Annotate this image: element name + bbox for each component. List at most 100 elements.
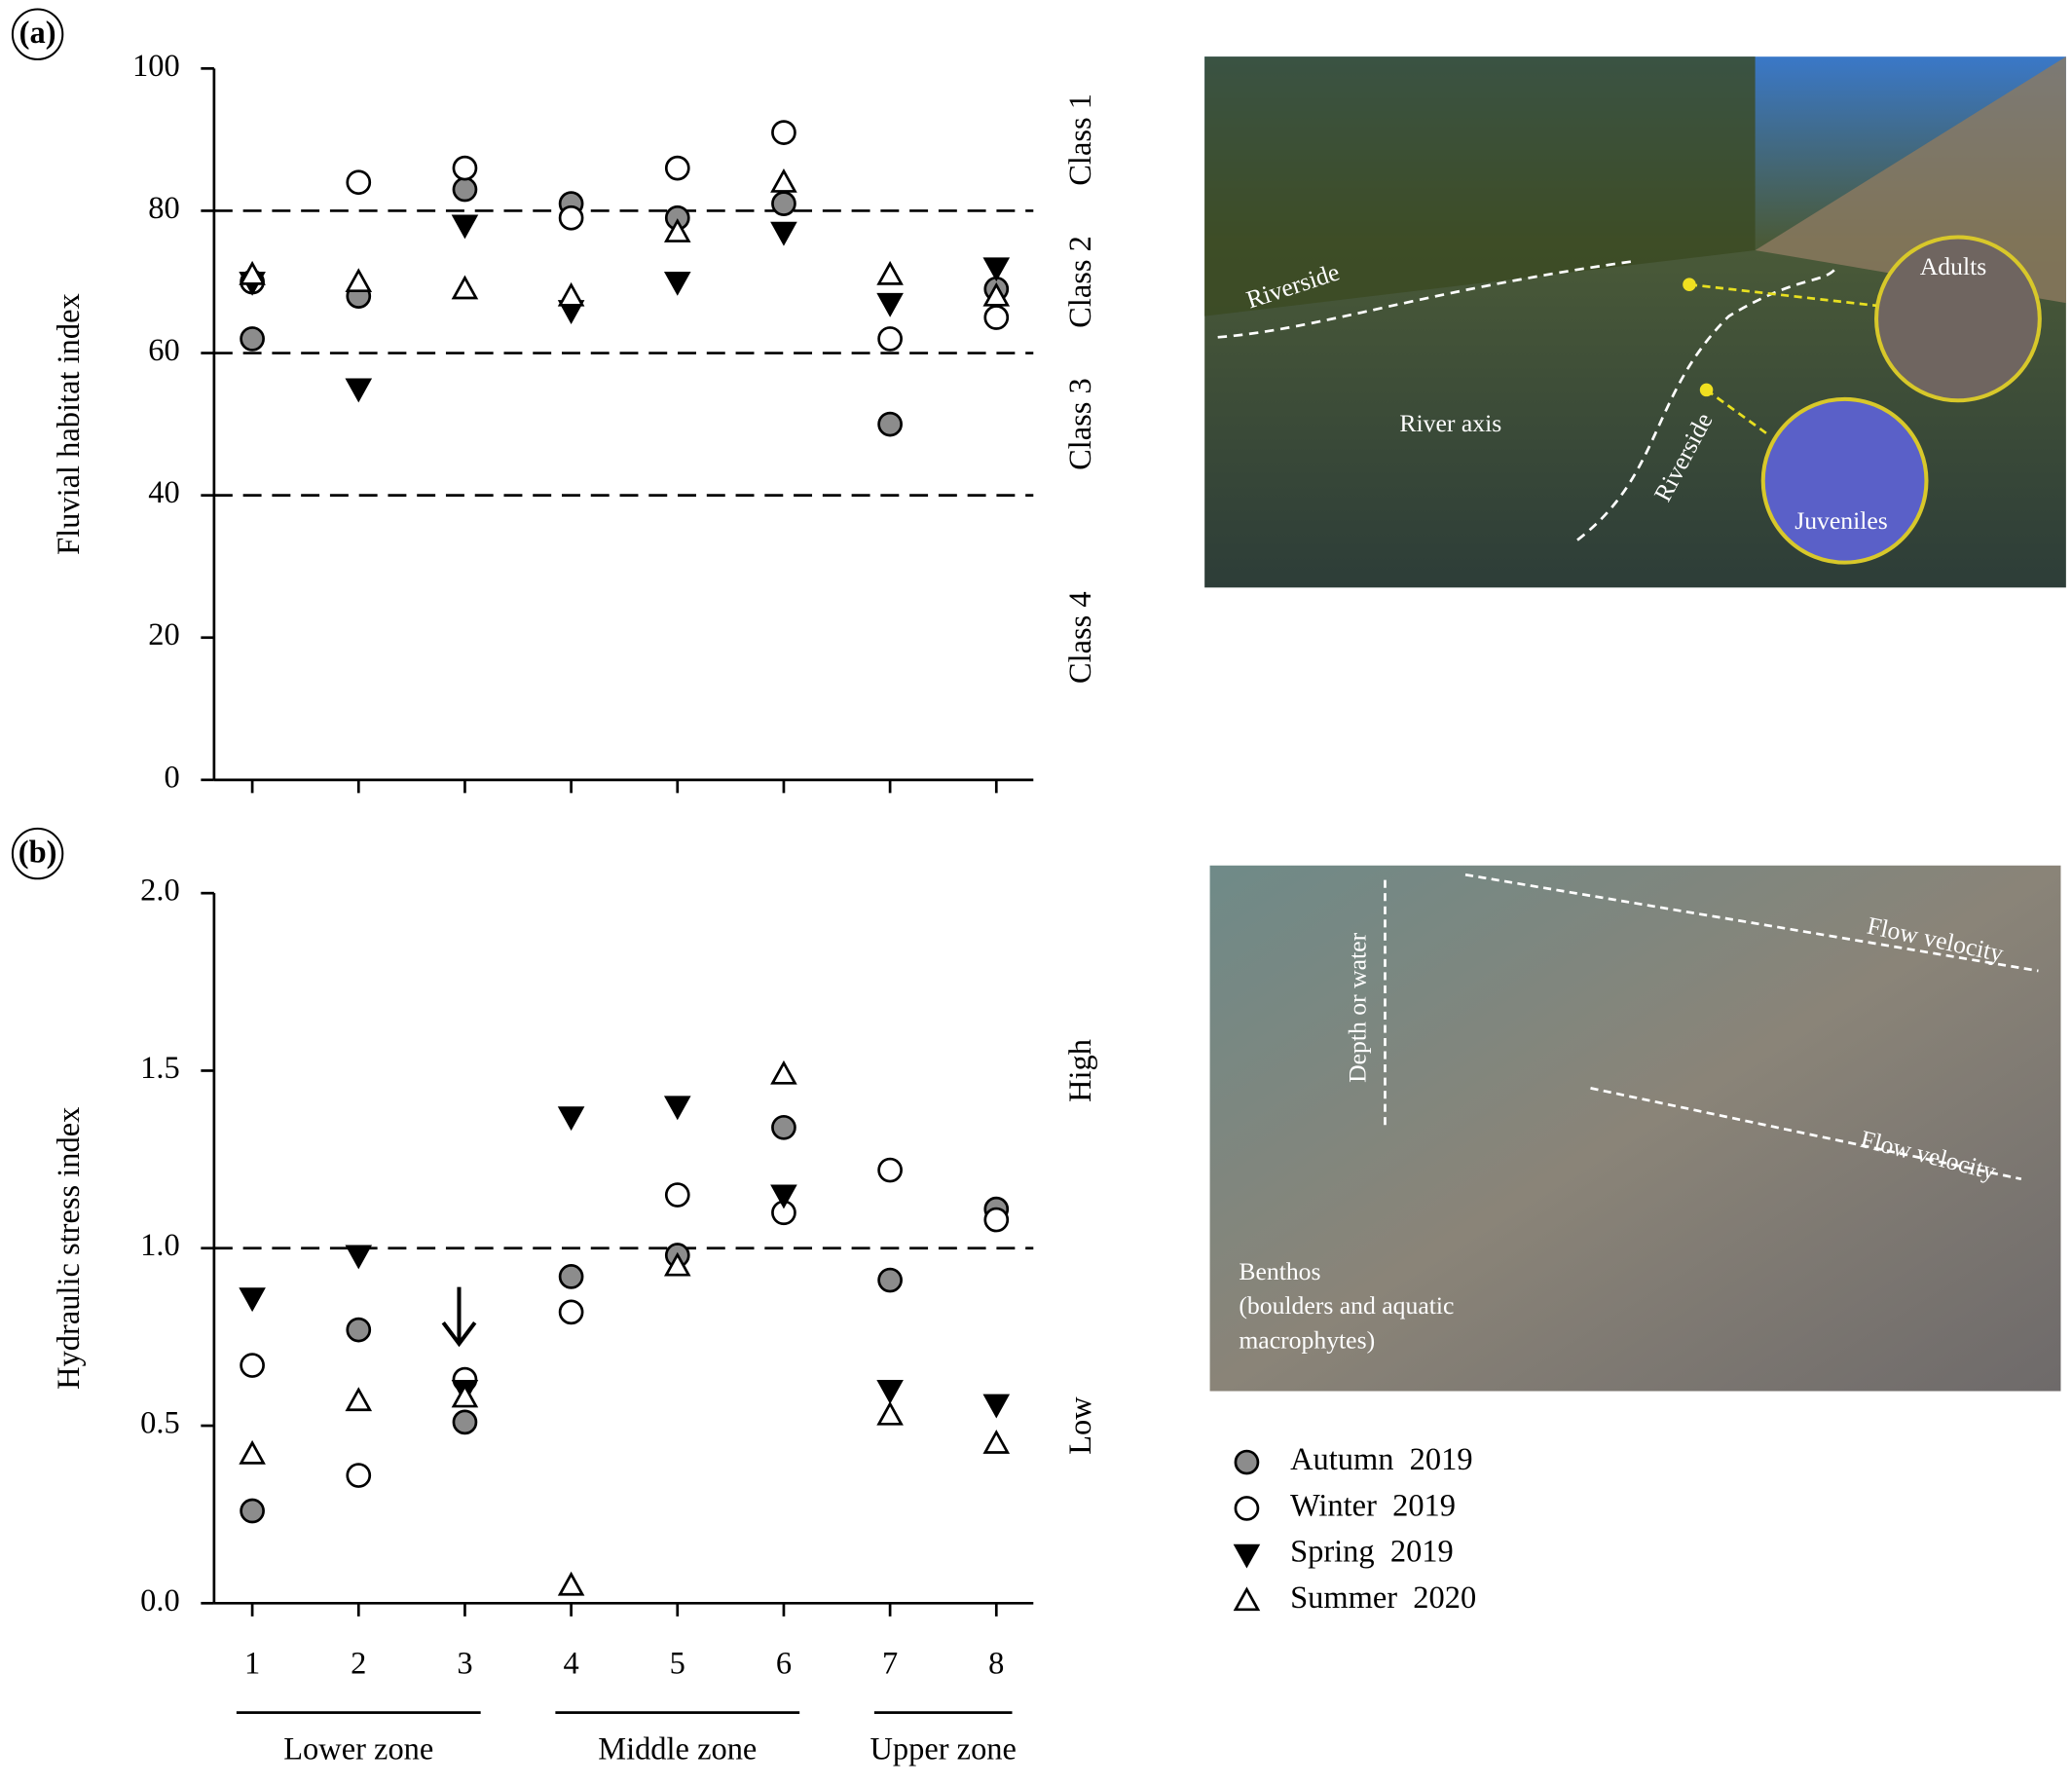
marker: [1233, 1586, 1261, 1612]
flow-arrow: [1464, 873, 2039, 973]
marker: [452, 176, 478, 203]
y-tick-label: 20: [148, 617, 179, 652]
y-axis-title: Hydraulic stress index: [52, 1107, 87, 1390]
marker: [770, 1060, 797, 1085]
x-tick-label: 4: [563, 1647, 578, 1682]
marker: [557, 281, 585, 307]
marker: [558, 205, 584, 231]
zone-label: Upper zone: [870, 1732, 1016, 1767]
panel-label: (b): [18, 835, 57, 870]
marker: [983, 305, 1010, 330]
marker: [664, 155, 690, 181]
marker: [345, 378, 373, 403]
vegetation: [1204, 56, 1756, 316]
inset-juveniles: [1760, 396, 1929, 565]
marker: [982, 1394, 1011, 1419]
marker: [983, 1207, 1010, 1233]
marker: [982, 281, 1011, 307]
marker: [346, 1317, 372, 1343]
y-tick-label: 2.0: [140, 874, 180, 909]
x-tick-label: 6: [776, 1647, 792, 1682]
band-label: Class 4: [1063, 591, 1098, 684]
y-tick-label: 1.5: [140, 1051, 180, 1086]
photo-background: [1209, 865, 2061, 1392]
marker: [452, 1409, 478, 1435]
photo-label: Juveniles: [1794, 506, 1888, 535]
marker: [770, 167, 797, 193]
chart: (a) Fluvial habitat index 0 20 40 60 80 100 Clas…: [11, 8, 1098, 795]
boundary: [1576, 269, 1835, 541]
marker: [345, 1245, 373, 1270]
marker: [771, 1114, 796, 1140]
x-tick-label: 2: [351, 1647, 366, 1682]
x-tick-label: 1: [244, 1647, 260, 1682]
marker: [664, 1182, 690, 1208]
marker: [451, 275, 479, 300]
marker: [663, 218, 691, 242]
band-label: Class 2: [1063, 236, 1098, 328]
marker: [771, 191, 796, 216]
y-tick-label: 0: [164, 760, 179, 795]
y-tick-label: 1.0: [140, 1228, 180, 1263]
annotation-arrow: [441, 1286, 477, 1348]
legend-label: Winter 2019: [1290, 1488, 1456, 1523]
marker: [346, 169, 372, 196]
legend-label: Summer 2020: [1290, 1580, 1476, 1616]
chart: (b) Hydraulic stress index 0.0 0.5 1.0 1.5 2.0…: [11, 827, 1476, 1767]
photo-label: Depth or water: [1344, 932, 1372, 1083]
marker: [240, 1353, 265, 1378]
x-tick-label: 5: [670, 1647, 685, 1682]
marker: [876, 1380, 904, 1404]
marker: [877, 1157, 903, 1183]
marker: [770, 221, 797, 246]
pointer: [1688, 282, 1877, 308]
marker: [663, 1251, 691, 1277]
x-tick-label: 8: [988, 1647, 1004, 1682]
y-tick-label: 100: [132, 49, 180, 84]
marker: [239, 1439, 266, 1465]
x-tick-label: 3: [457, 1647, 472, 1682]
marker: [239, 1287, 266, 1313]
marker: [876, 292, 904, 317]
band-label: High: [1063, 1039, 1098, 1102]
pointer-dot: [1699, 383, 1714, 397]
marker: [452, 155, 478, 181]
marker: [558, 1264, 584, 1289]
marker: [345, 1387, 373, 1412]
band-label: Class 3: [1063, 378, 1098, 470]
marker: [240, 326, 265, 352]
y-tick-label: 60: [148, 333, 179, 368]
marker: [1233, 1543, 1261, 1569]
marker: [982, 1429, 1011, 1454]
panel-badge: [11, 8, 64, 60]
marker: [558, 1299, 584, 1325]
marker: [877, 1267, 903, 1293]
band-label: Low: [1063, 1396, 1098, 1455]
marker: [345, 268, 373, 293]
zone-label: Middle zone: [598, 1732, 757, 1767]
zone-label: Lower zone: [283, 1732, 433, 1767]
marker: [876, 260, 904, 285]
marker: [557, 1571, 585, 1596]
marker: [1234, 1496, 1260, 1521]
marker: [451, 1383, 479, 1408]
marker: [451, 214, 479, 240]
marker: [1234, 1449, 1260, 1475]
pointer-dot: [1683, 278, 1696, 291]
y-tick-label: 40: [148, 475, 179, 510]
marker: [239, 260, 266, 285]
band-label: Class 1: [1063, 93, 1098, 186]
marker: [346, 1463, 372, 1488]
photo-label: (boulders and aquatic: [1239, 1291, 1454, 1320]
marker: [663, 271, 691, 296]
flow-arrow: [1590, 1087, 2022, 1181]
marker: [877, 411, 903, 437]
marker: [770, 1184, 797, 1209]
legend-label: Autumn 2019: [1290, 1442, 1473, 1477]
photo-label: River axis: [1399, 409, 1501, 437]
panel-badge: [11, 827, 64, 880]
y-axis-title: Fluvial habitat index: [52, 293, 87, 555]
y-tick-label: 80: [148, 191, 179, 226]
